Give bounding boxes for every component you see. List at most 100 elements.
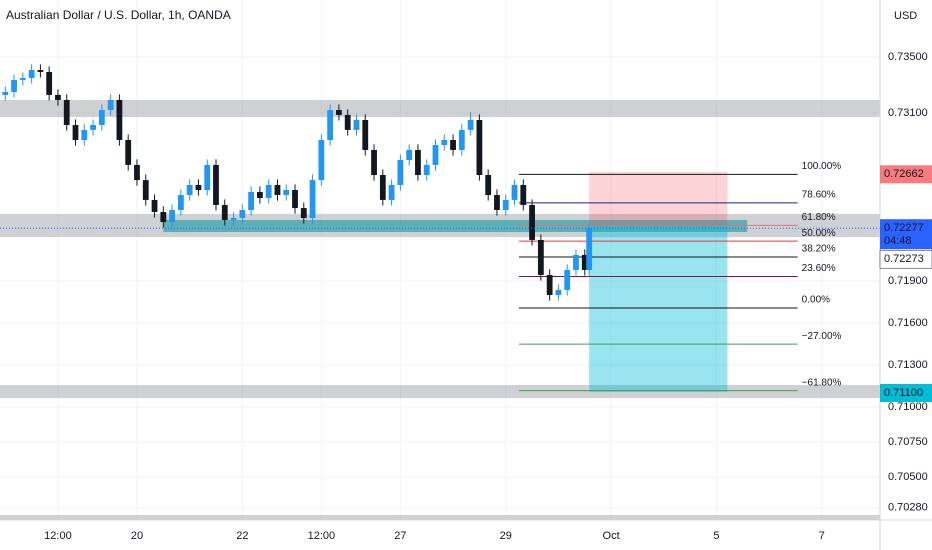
candle-body xyxy=(292,189,298,209)
extra-tag: 0.72273 xyxy=(884,253,924,265)
candle-body xyxy=(586,228,593,270)
candle-body xyxy=(300,208,307,218)
candle-body xyxy=(63,99,70,126)
candle-body xyxy=(46,71,53,95)
candle-body xyxy=(239,210,246,218)
candle-body xyxy=(186,184,193,196)
x-tick-label: 22 xyxy=(236,530,248,542)
candle-body xyxy=(248,191,255,211)
stop-zone xyxy=(589,171,728,226)
candle-body xyxy=(204,164,211,190)
candle-body xyxy=(529,204,535,240)
candle-body xyxy=(213,164,219,205)
candle-body xyxy=(151,199,158,212)
y-tick-label: 0.71600 xyxy=(888,317,928,329)
candle-body xyxy=(169,210,175,223)
x-tick-label: 12:00 xyxy=(308,530,336,542)
candle-body xyxy=(265,184,272,198)
candle-body xyxy=(274,184,281,196)
price-tag: 0.72662 xyxy=(884,168,924,180)
price-tag-bg xyxy=(880,165,932,184)
candle-body xyxy=(81,129,88,141)
candle-body xyxy=(564,269,571,290)
currency: USD xyxy=(894,10,917,22)
candle-body xyxy=(520,184,527,205)
candle-body xyxy=(467,119,474,130)
y-tick-label: 0.73500 xyxy=(888,51,928,63)
x-tick-label: 12:00 xyxy=(44,530,72,542)
candle-body xyxy=(72,125,79,141)
x-tick-label: 27 xyxy=(394,530,406,542)
candle-body xyxy=(318,140,325,181)
candle-body xyxy=(546,274,553,296)
fib-label: 100.00% xyxy=(802,161,842,172)
candle-body xyxy=(476,119,483,176)
candle-body xyxy=(230,217,237,220)
candle-body xyxy=(107,99,114,111)
candle-body xyxy=(142,180,149,200)
x-tick-label: 20 xyxy=(131,530,143,542)
x-tick-label: Oct xyxy=(603,530,620,542)
fib-label: −61.80% xyxy=(802,377,842,388)
chart-title: Australian Dollar / U.S. Dollar, 1h, OAN… xyxy=(6,8,231,22)
y-tick-label: 0.73100 xyxy=(888,107,928,119)
fib-label: 61.80% xyxy=(802,212,836,223)
candle-body xyxy=(125,140,132,165)
extra-tag-bg xyxy=(879,249,932,269)
candle-body xyxy=(494,195,500,211)
zone xyxy=(0,99,880,118)
x-tick-label: 5 xyxy=(713,530,719,542)
candle-body xyxy=(283,189,290,196)
y-tick-label: 0.70280 xyxy=(888,502,928,514)
candle-body xyxy=(511,184,518,200)
highlight-zone xyxy=(163,219,748,232)
fib-label: 38.20% xyxy=(802,244,836,255)
candle-body xyxy=(336,110,342,115)
fib-label: 78.60% xyxy=(802,190,836,201)
fib-label: −27.00% xyxy=(802,331,842,342)
candle-body xyxy=(98,110,105,126)
candle-body xyxy=(415,149,421,176)
candle-body xyxy=(573,254,579,270)
candle-body xyxy=(160,211,167,223)
candle-body xyxy=(28,70,35,78)
zone xyxy=(0,385,880,399)
candle-body xyxy=(55,94,61,100)
candle-body xyxy=(2,91,9,95)
y-tick-label: 0.71900 xyxy=(888,275,928,287)
candle-body xyxy=(371,149,377,176)
candle-body xyxy=(450,140,456,150)
x-tick-label: 7 xyxy=(819,530,825,542)
candle-body xyxy=(432,145,439,165)
current-price-tag: 0.72277 xyxy=(884,222,924,234)
candle-body xyxy=(353,119,360,130)
candle-body xyxy=(327,110,334,141)
candle-body xyxy=(37,70,44,72)
price-tag: 0.71100 xyxy=(884,387,923,399)
x-tick-label: 29 xyxy=(500,530,512,542)
candle-body xyxy=(379,175,386,200)
candle-body xyxy=(555,289,562,296)
y-tick-label: 0.71300 xyxy=(888,359,928,371)
candle-body xyxy=(441,140,448,146)
candle-body xyxy=(19,77,26,80)
y-tick-label: 0.71000 xyxy=(888,401,928,413)
fib-label: 0.00% xyxy=(802,295,830,306)
candle-body xyxy=(397,160,404,185)
candle-body xyxy=(388,184,395,200)
candle-body xyxy=(537,239,544,275)
candle-body xyxy=(406,149,413,161)
candle-body xyxy=(581,254,588,270)
candle-body xyxy=(344,114,351,130)
candle-body xyxy=(423,164,430,176)
candle-body xyxy=(134,164,140,181)
candle-body xyxy=(195,184,202,190)
candle-body xyxy=(485,175,492,196)
countdown: 04:48 xyxy=(884,235,912,247)
zone xyxy=(0,514,880,520)
candle-body xyxy=(116,99,123,141)
candle-body xyxy=(221,204,228,220)
current-price-tag-bg xyxy=(880,219,932,250)
